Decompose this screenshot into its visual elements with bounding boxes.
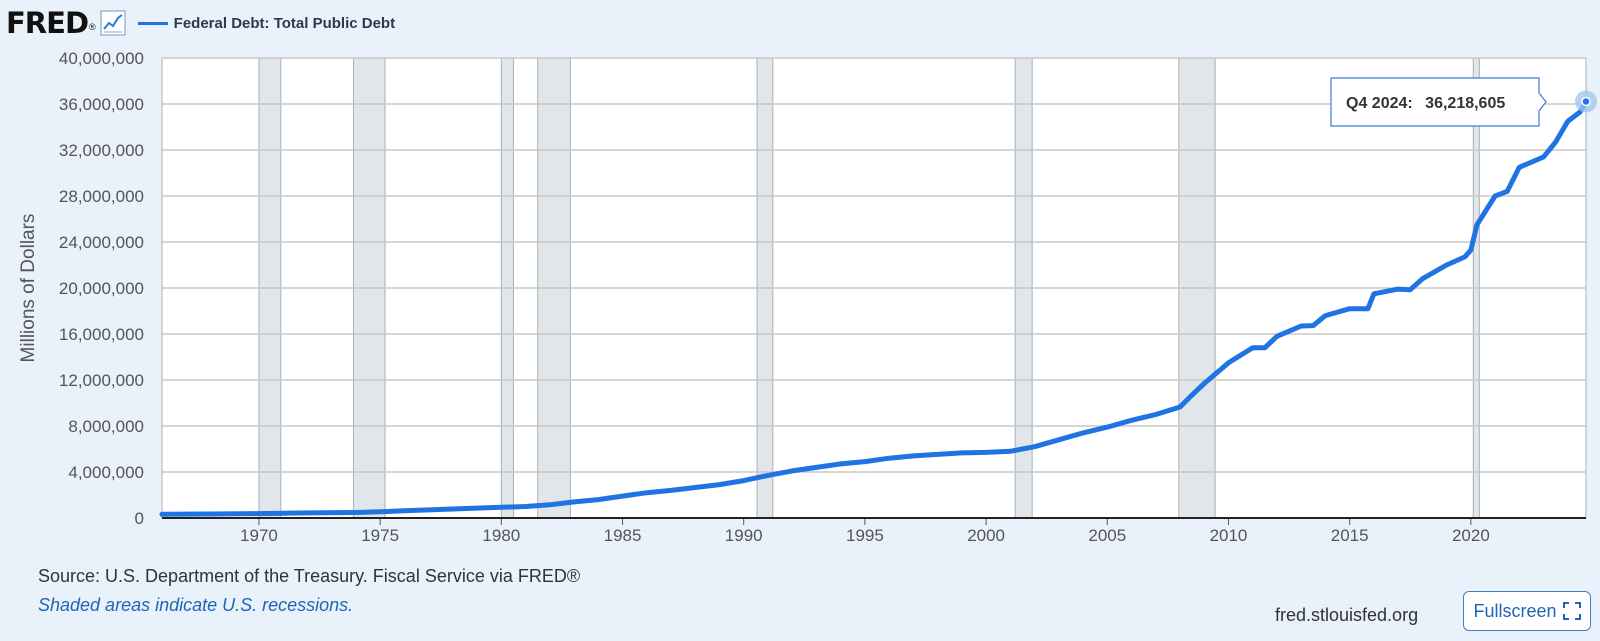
y-tick-label: 16,000,000	[59, 325, 144, 344]
x-tick-label: 1995	[846, 526, 884, 545]
hover-point[interactable]	[1581, 96, 1591, 107]
line-chart: 0 4,000,000 8,000,000 12,000,000 16,000,000 2…	[18, 49, 1597, 545]
y-tick-label: 28,000,000	[59, 187, 144, 206]
x-tick-label: 2020	[1452, 526, 1490, 545]
x-tick-label: 1980	[482, 526, 520, 545]
series-legend-label[interactable]: Federal Debt: Total Public Debt	[173, 14, 396, 32]
y-tick-label: 4,000,000	[68, 463, 144, 482]
y-axis-ticks: 0 4,000,000 8,000,000 12,000,000 16,000,000 2…	[59, 49, 144, 528]
fullscreen-button[interactable]: Fullscreen	[1463, 591, 1591, 631]
svg-text:Q4 2024: 36,218,605: Q4 2024: 36,218,605	[1346, 95, 1505, 112]
y-tick-label: 20,000,000	[59, 279, 144, 298]
line-graph-icon	[100, 10, 126, 36]
debt-series-line[interactable]	[159, 99, 1589, 517]
recession-note: Shaded areas indicate U.S. recessions.	[38, 595, 354, 615]
x-tick-label: 1975	[361, 526, 399, 545]
source-note: Source: U.S. Department of the Treasury.…	[38, 566, 581, 586]
y-tick-label: 36,000,000	[59, 95, 144, 114]
gridlines	[161, 57, 1587, 519]
y-tick-label: 12,000,000	[59, 371, 144, 390]
x-axis-ticks: 1970 1975 1980 1985 1990 1995 2000 2005 2010 2015…	[240, 518, 1490, 545]
chart-header: FRED ® Federal Debt: Total Public Debt	[6, 6, 395, 40]
x-tick-label: 2000	[967, 526, 1005, 545]
y-tick-label: 40,000,000	[59, 49, 144, 68]
y-tick-label: 24,000,000	[59, 233, 144, 252]
tooltip-value: 36,218,605	[1425, 95, 1505, 112]
y-tick-label: 0	[135, 509, 144, 528]
fullscreen-icon	[1562, 602, 1581, 620]
fred-logo[interactable]: FRED	[6, 6, 89, 40]
registered-mark: ®	[89, 22, 96, 32]
site-url[interactable]: fred.stlouisfed.org	[1275, 605, 1419, 625]
x-tick-label: 1990	[725, 526, 763, 545]
y-axis-label: Millions of Dollars	[18, 214, 39, 363]
x-tick-label: 1985	[604, 526, 642, 545]
y-tick-label: 8,000,000	[68, 417, 144, 436]
x-tick-label: 2005	[1088, 526, 1126, 545]
y-tick-label: 32,000,000	[59, 141, 144, 160]
x-tick-label: 2015	[1331, 526, 1369, 545]
tooltip-box	[1330, 77, 1547, 127]
fullscreen-label: Fullscreen	[1473, 600, 1557, 621]
x-tick-label: 2010	[1210, 526, 1248, 545]
x-tick-label: 1970	[240, 526, 278, 545]
tooltip: Q4 2024: 36,218,605	[1330, 77, 1547, 127]
legend-line-swatch	[137, 21, 168, 25]
tooltip-period: Q4 2024:	[1346, 95, 1413, 112]
